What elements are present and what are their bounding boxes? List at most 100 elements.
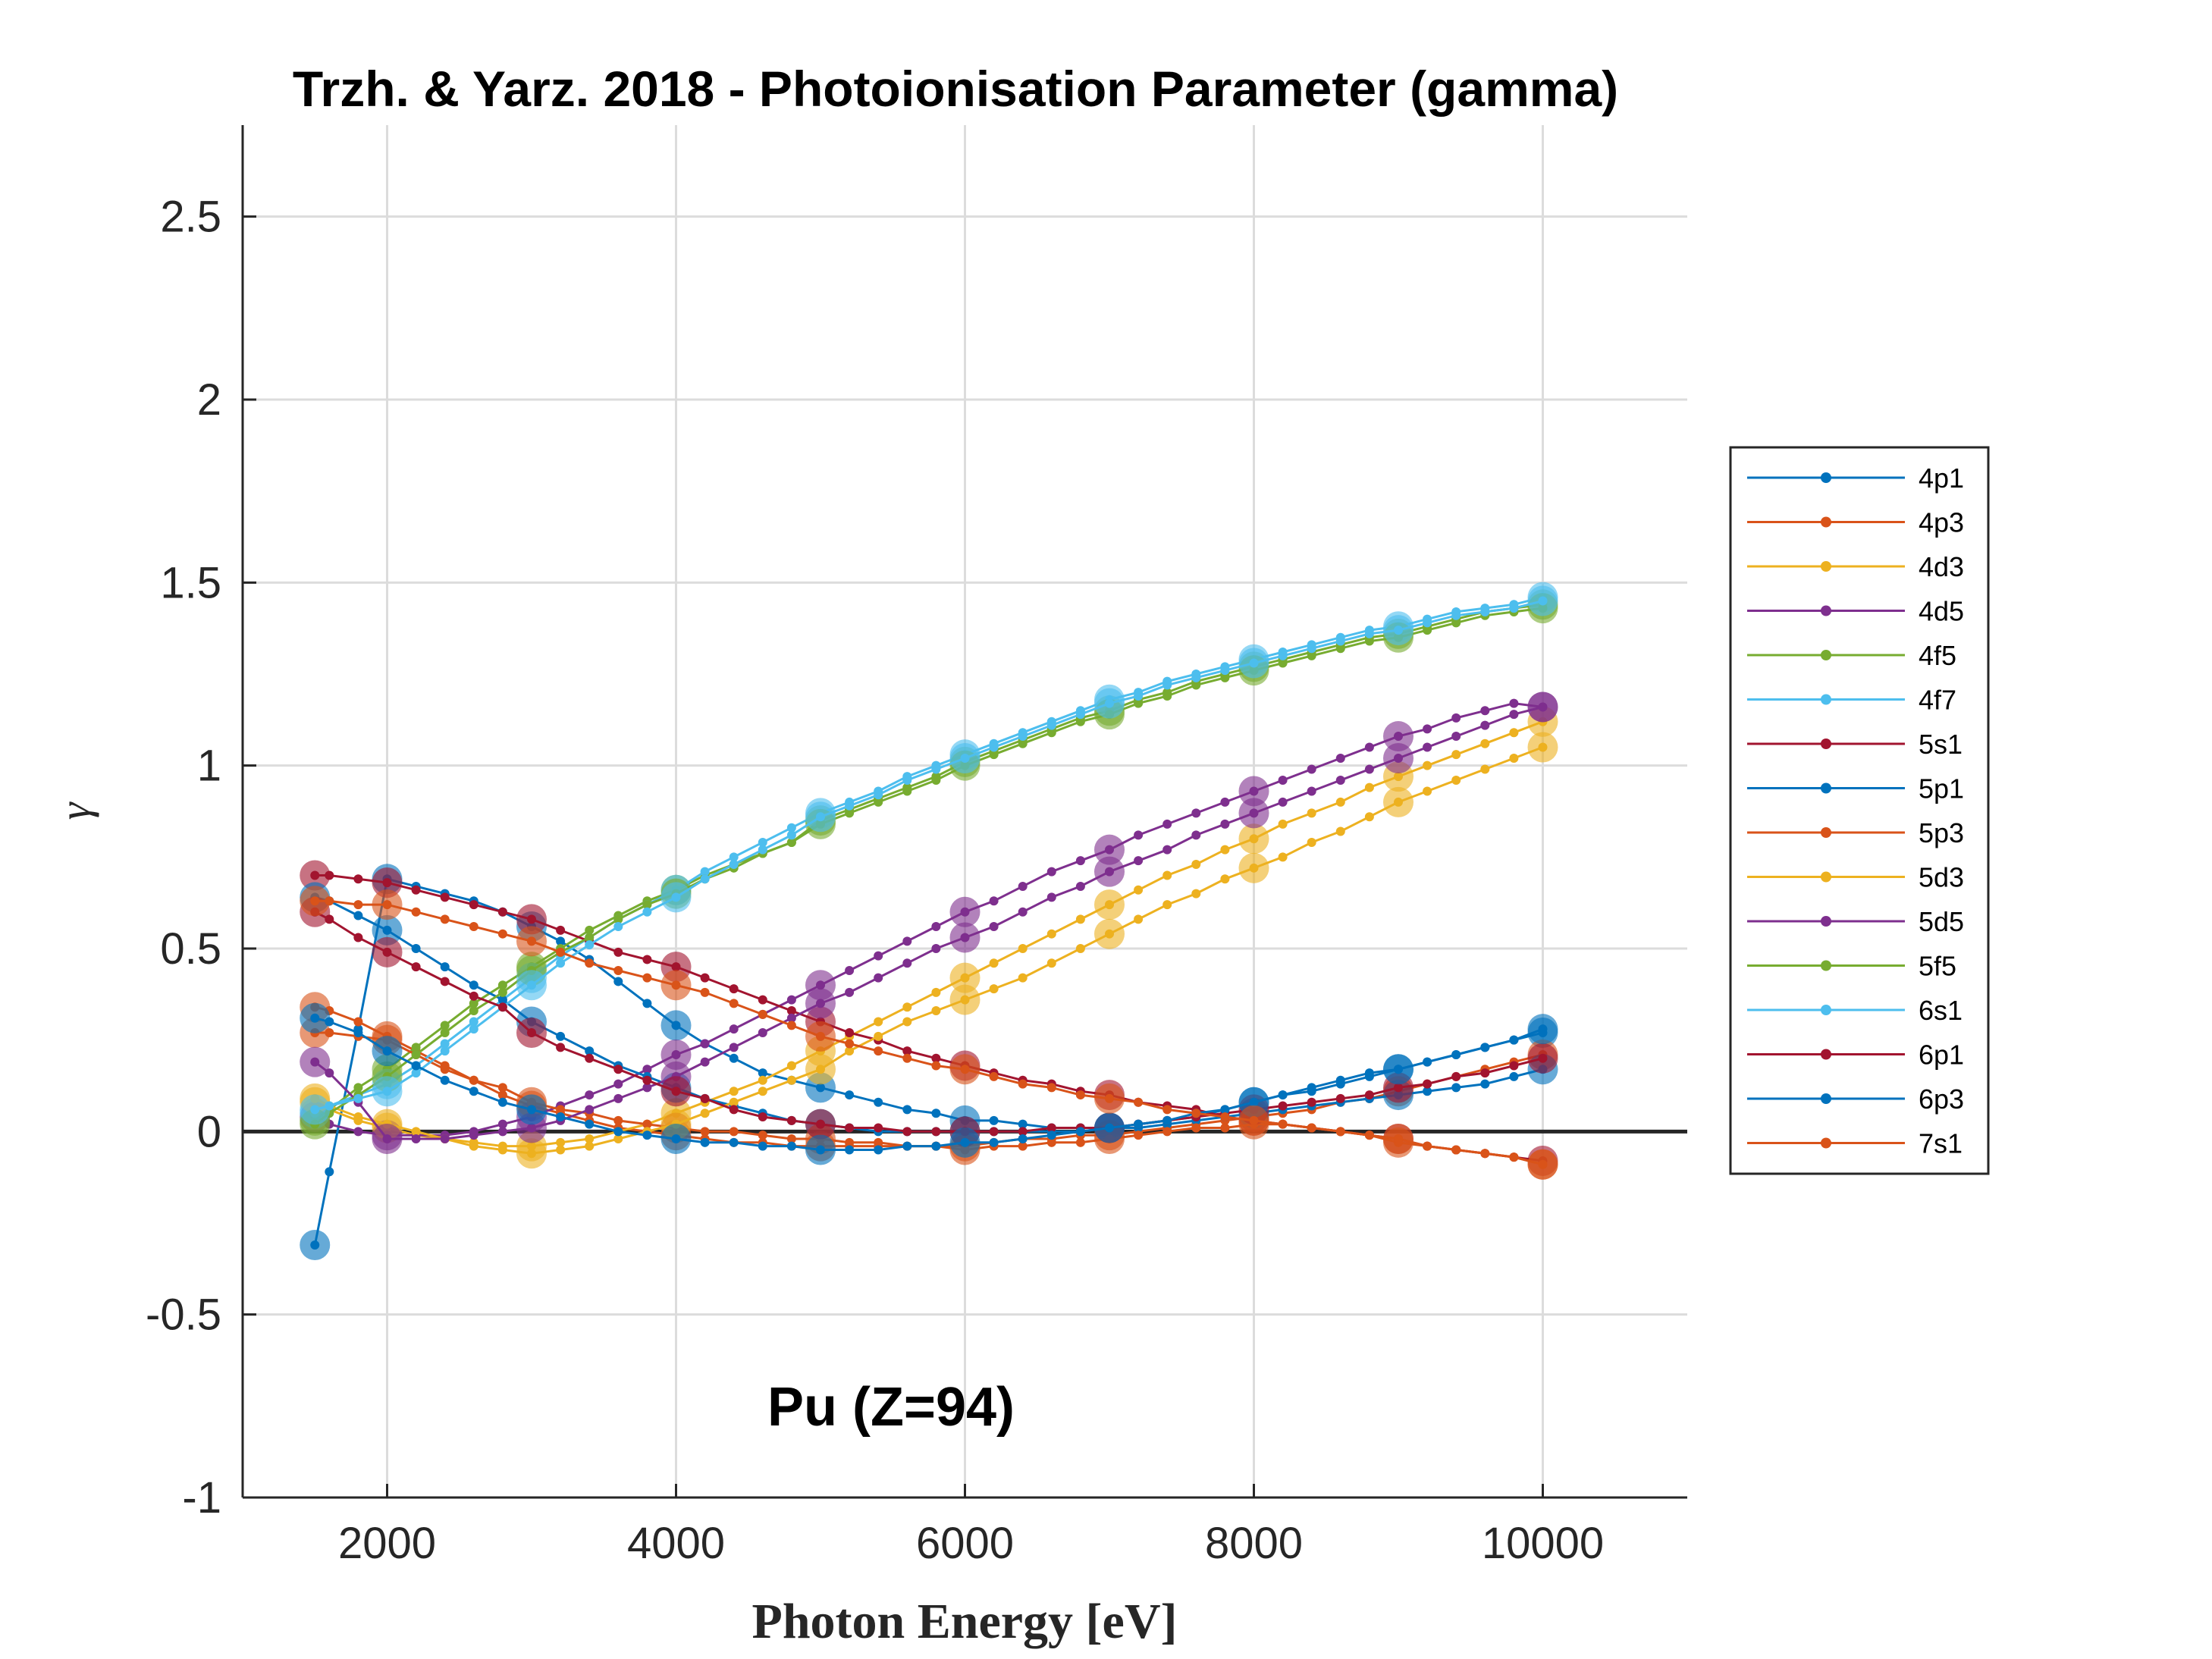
data-point: [441, 1046, 450, 1055]
data-point: [1307, 1124, 1316, 1133]
legend-label: 6p1: [1919, 1040, 1964, 1071]
data-point: [931, 922, 940, 931]
data-point: [1307, 764, 1316, 773]
data-point: [990, 1072, 999, 1081]
data-point: [585, 958, 594, 967]
y-tick-label: 2: [197, 375, 221, 425]
large-marker: [1528, 585, 1558, 616]
large-marker: [300, 886, 330, 916]
data-point: [902, 1105, 911, 1114]
data-point: [1191, 889, 1200, 898]
large-marker: [1528, 1043, 1558, 1074]
data-point: [1509, 728, 1518, 737]
data-point: [1480, 1149, 1489, 1158]
data-point: [874, 1145, 883, 1154]
large-marker: [950, 985, 980, 1015]
data-point: [498, 1098, 507, 1107]
data-point: [1480, 1080, 1489, 1089]
data-point: [441, 977, 450, 986]
legend-label: 5p1: [1919, 773, 1964, 804]
data-point: [1162, 870, 1172, 880]
data-point: [1423, 1142, 1432, 1151]
data-point: [1423, 786, 1432, 795]
data-point: [701, 1094, 710, 1103]
data-point: [613, 1127, 623, 1136]
x-tick-label: 8000: [1205, 1519, 1303, 1568]
data-point: [441, 892, 450, 902]
data-point: [701, 1127, 710, 1136]
large-marker: [372, 1036, 403, 1066]
data-point: [845, 1039, 854, 1048]
large-marker: [300, 1230, 330, 1260]
data-point: [1307, 786, 1316, 795]
data-point: [874, 974, 883, 983]
data-point: [729, 860, 739, 869]
data-point: [902, 1054, 911, 1063]
data-point: [787, 830, 796, 839]
data-point: [1365, 764, 1374, 773]
data-point: [556, 1043, 565, 1052]
data-point: [729, 1105, 739, 1114]
data-point: [1423, 618, 1432, 627]
large-marker: [1239, 798, 1269, 828]
data-point: [1191, 808, 1200, 817]
data-point: [1134, 886, 1143, 895]
data-point: [1134, 830, 1143, 839]
legend-marker: [1821, 472, 1831, 483]
data-point: [1509, 754, 1518, 763]
data-point: [441, 1028, 450, 1037]
large-marker: [516, 1018, 547, 1048]
data-point: [990, 984, 999, 993]
data-point: [1220, 1112, 1229, 1121]
data-point: [469, 1006, 478, 1015]
data-point: [1423, 1058, 1432, 1067]
legend-marker: [1821, 916, 1831, 927]
data-point: [1365, 1072, 1374, 1081]
data-point: [845, 801, 854, 811]
data-point: [1162, 845, 1172, 855]
large-marker: [1383, 743, 1413, 773]
data-point: [902, 776, 911, 785]
data-point: [874, 1018, 883, 1027]
legend-label: 6s1: [1919, 995, 1963, 1026]
data-point: [1191, 860, 1200, 869]
data-point: [1509, 1061, 1518, 1070]
data-point: [787, 1021, 796, 1030]
large-marker: [1094, 688, 1125, 719]
data-point: [498, 1002, 507, 1011]
data-point: [1509, 604, 1518, 613]
data-point: [1451, 1145, 1461, 1154]
data-point: [931, 1006, 940, 1015]
data-point: [353, 933, 362, 942]
data-point: [1018, 944, 1028, 953]
data-point: [701, 874, 710, 883]
data-point: [1162, 820, 1172, 829]
data-point: [990, 896, 999, 905]
legend-label: 5f5: [1919, 951, 1956, 982]
large-marker: [516, 1094, 547, 1124]
data-point: [1279, 1090, 1288, 1099]
y-tick-label: 0: [197, 1107, 221, 1156]
data-point: [498, 1083, 507, 1092]
data-point: [469, 922, 478, 931]
data-point: [412, 962, 421, 971]
legend-label: 7s1: [1919, 1128, 1963, 1159]
data-point: [1220, 820, 1229, 829]
data-point: [412, 944, 421, 953]
data-point: [642, 955, 651, 964]
data-point: [469, 1087, 478, 1096]
data-point: [902, 1142, 911, 1151]
legend-marker: [1821, 1005, 1831, 1015]
data-point: [874, 1032, 883, 1041]
legend: 4p14p34d34d54f54f75s15p15p35d35d55f56s16…: [1730, 447, 1988, 1174]
data-point: [758, 1131, 767, 1140]
large-marker: [372, 1076, 403, 1106]
data-point: [1047, 1131, 1056, 1140]
large-marker: [1239, 648, 1269, 679]
legend-marker: [1821, 739, 1831, 749]
data-point: [1336, 1127, 1345, 1136]
data-point: [701, 1109, 710, 1118]
data-point: [1191, 1109, 1200, 1118]
data-point: [1451, 713, 1461, 723]
legend-label: 5p3: [1919, 817, 1964, 848]
